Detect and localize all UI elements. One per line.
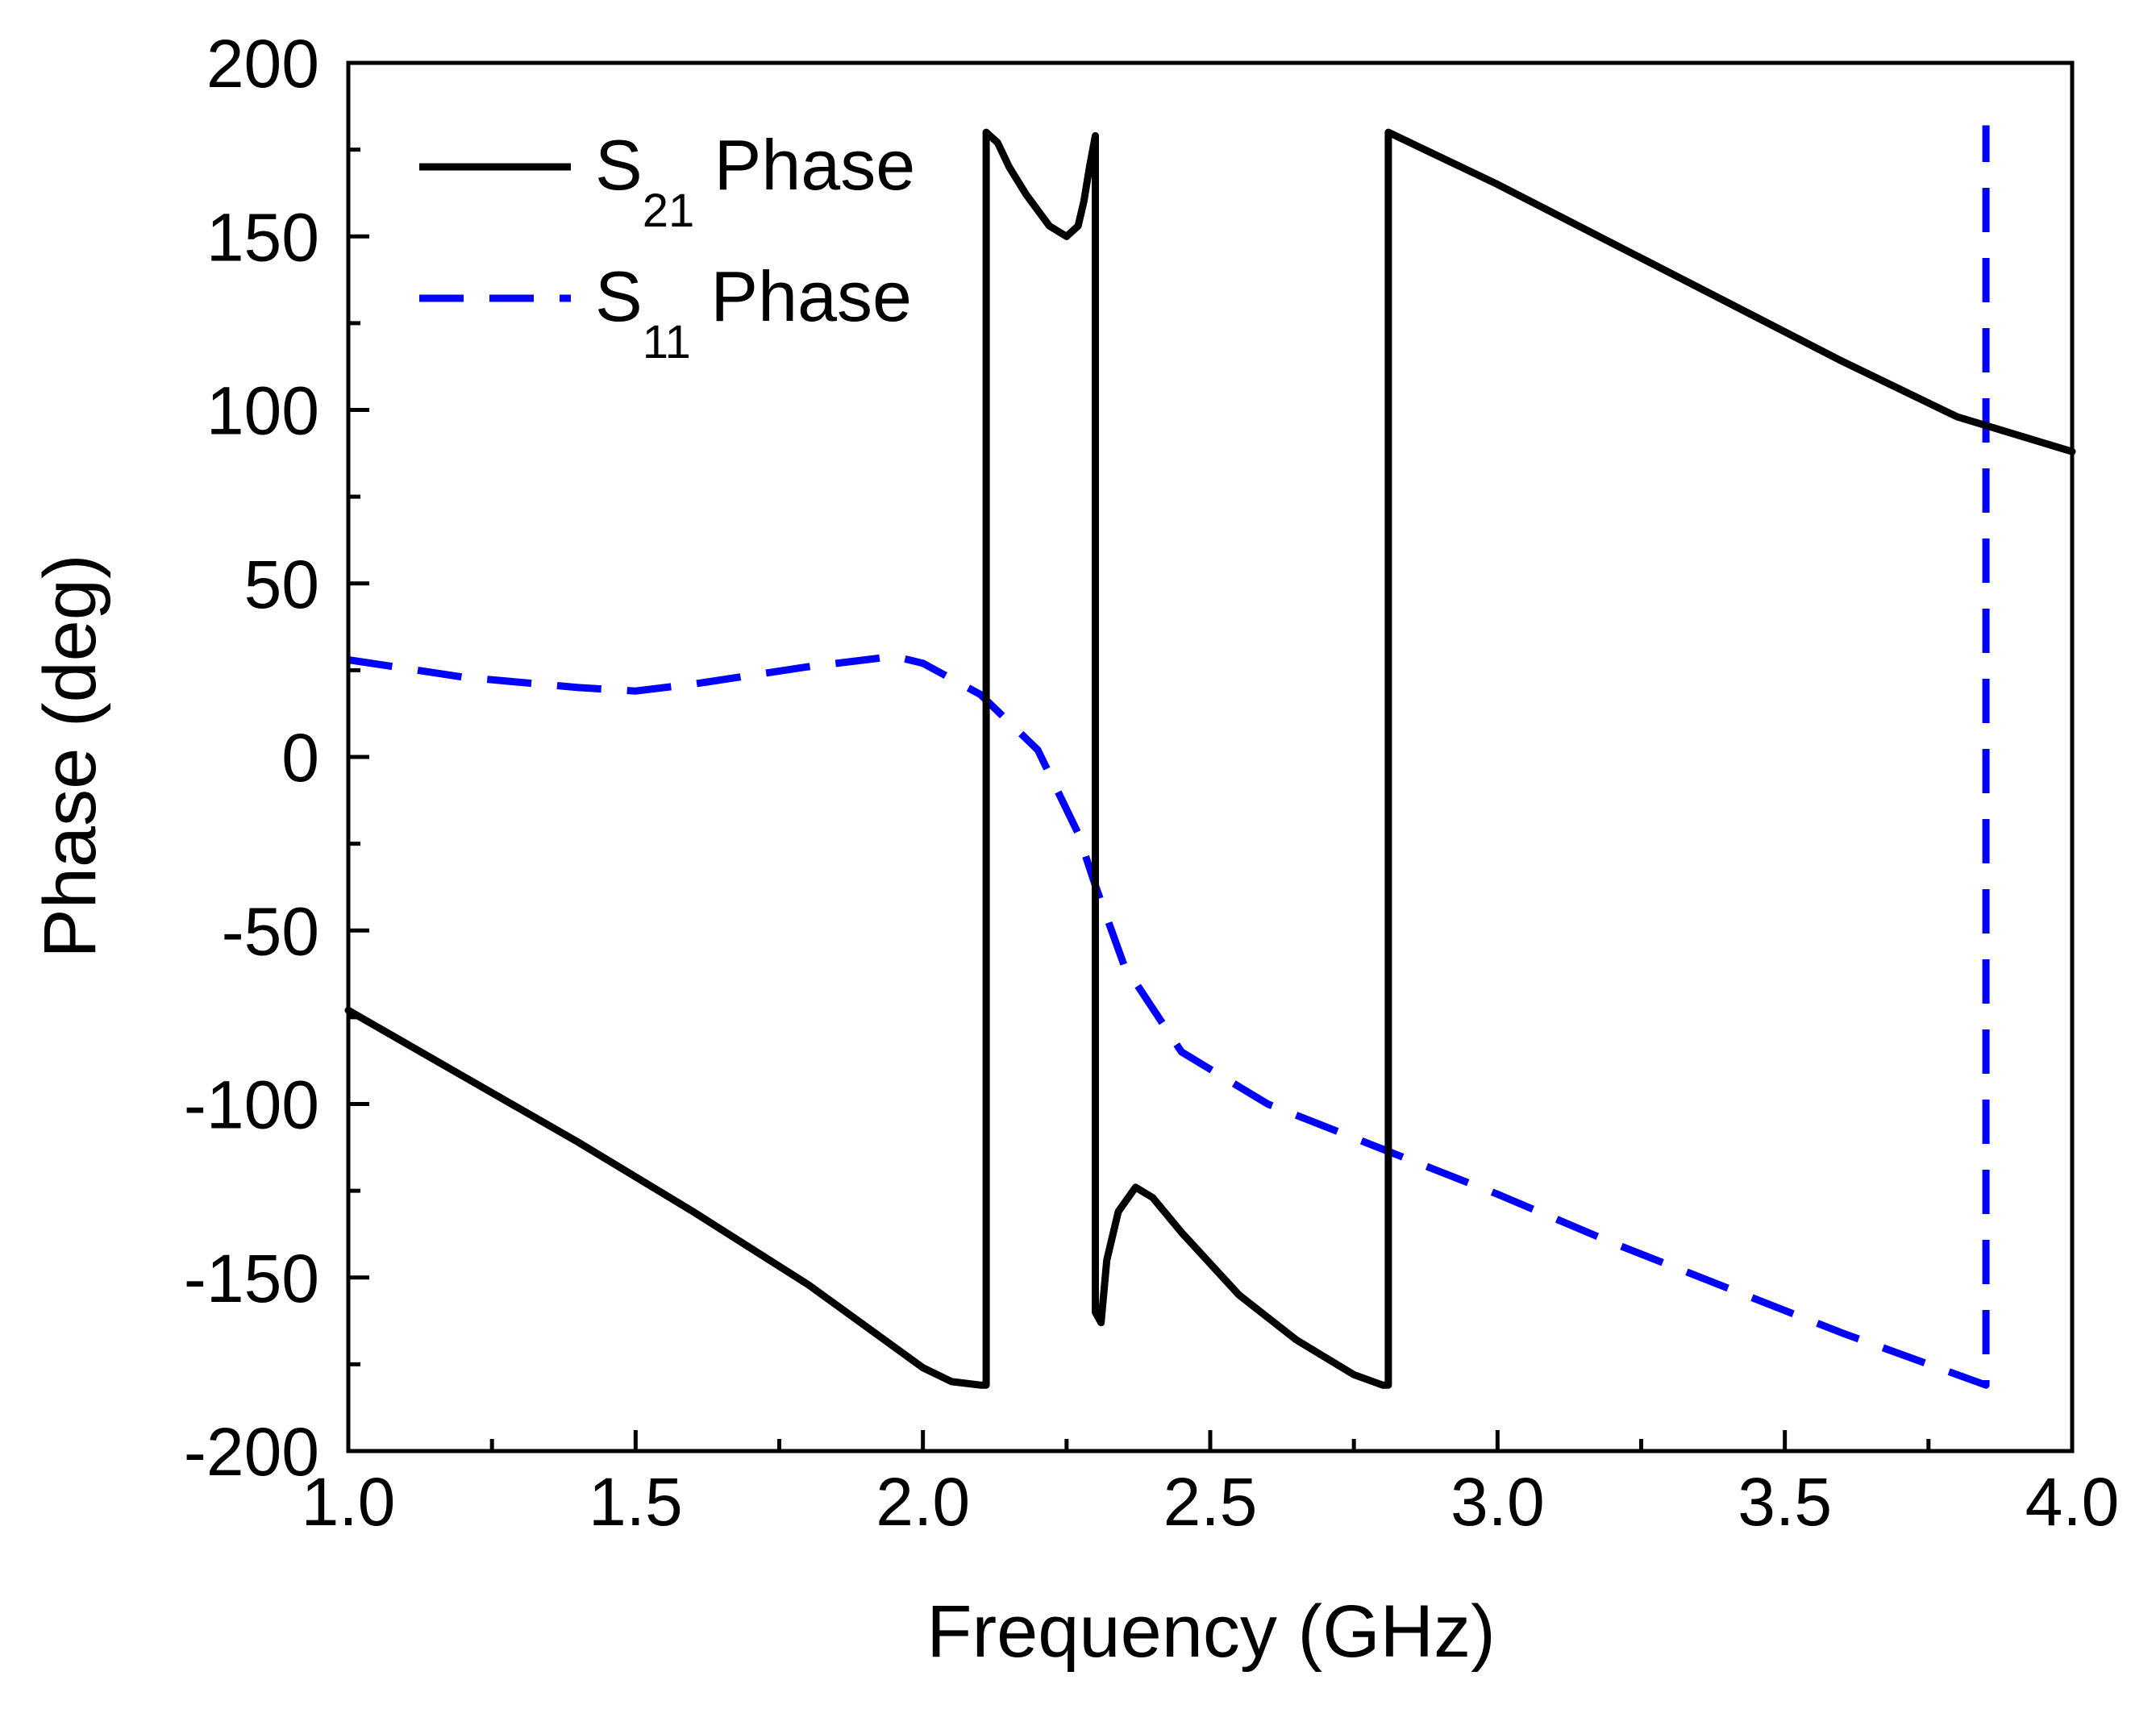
x-tick-label: 2.0 bbox=[876, 1464, 970, 1540]
s21-phase-line bbox=[344, 128, 2076, 1389]
x-tick-label: 1.5 bbox=[589, 1464, 683, 1540]
y-tick-label: -200 bbox=[184, 1414, 319, 1490]
x-tick-label: 2.5 bbox=[1163, 1464, 1258, 1540]
series-layer bbox=[344, 125, 2076, 1389]
s11-phase-line bbox=[348, 125, 1990, 1389]
y-tick-label: -100 bbox=[184, 1067, 319, 1143]
legend-s11-label: S11 Phase bbox=[595, 256, 912, 368]
x-tick-label: 3.5 bbox=[1738, 1464, 1832, 1540]
x-tick-label: 3.0 bbox=[1451, 1464, 1545, 1540]
plot-frame bbox=[346, 60, 2075, 1453]
y-tick-label: 0 bbox=[281, 720, 319, 796]
y-tick-label: 200 bbox=[206, 26, 319, 102]
x-tick-label: 1.0 bbox=[302, 1464, 396, 1540]
tick-labels: 1.0 1.5 2.0 2.5 3.0 3.5 4.0 -200 -150 -100 -50 0 50 1… bbox=[184, 26, 2120, 1540]
legend-s21-label: S21 Phase bbox=[595, 125, 915, 237]
y-tick-label: -150 bbox=[184, 1241, 319, 1316]
legend: S21 Phase S11 Phase bbox=[419, 125, 915, 368]
x-axis-title: Frequency (GHz) bbox=[926, 1590, 1496, 1673]
y-tick-label: 50 bbox=[244, 547, 319, 622]
y-tick-label: 100 bbox=[206, 373, 319, 449]
x-tick-label: 4.0 bbox=[2025, 1464, 2120, 1540]
y-tick-label: -50 bbox=[222, 893, 319, 969]
y-tick-label: 150 bbox=[206, 199, 319, 275]
y-axis-title: Phase (deg) bbox=[29, 554, 111, 958]
